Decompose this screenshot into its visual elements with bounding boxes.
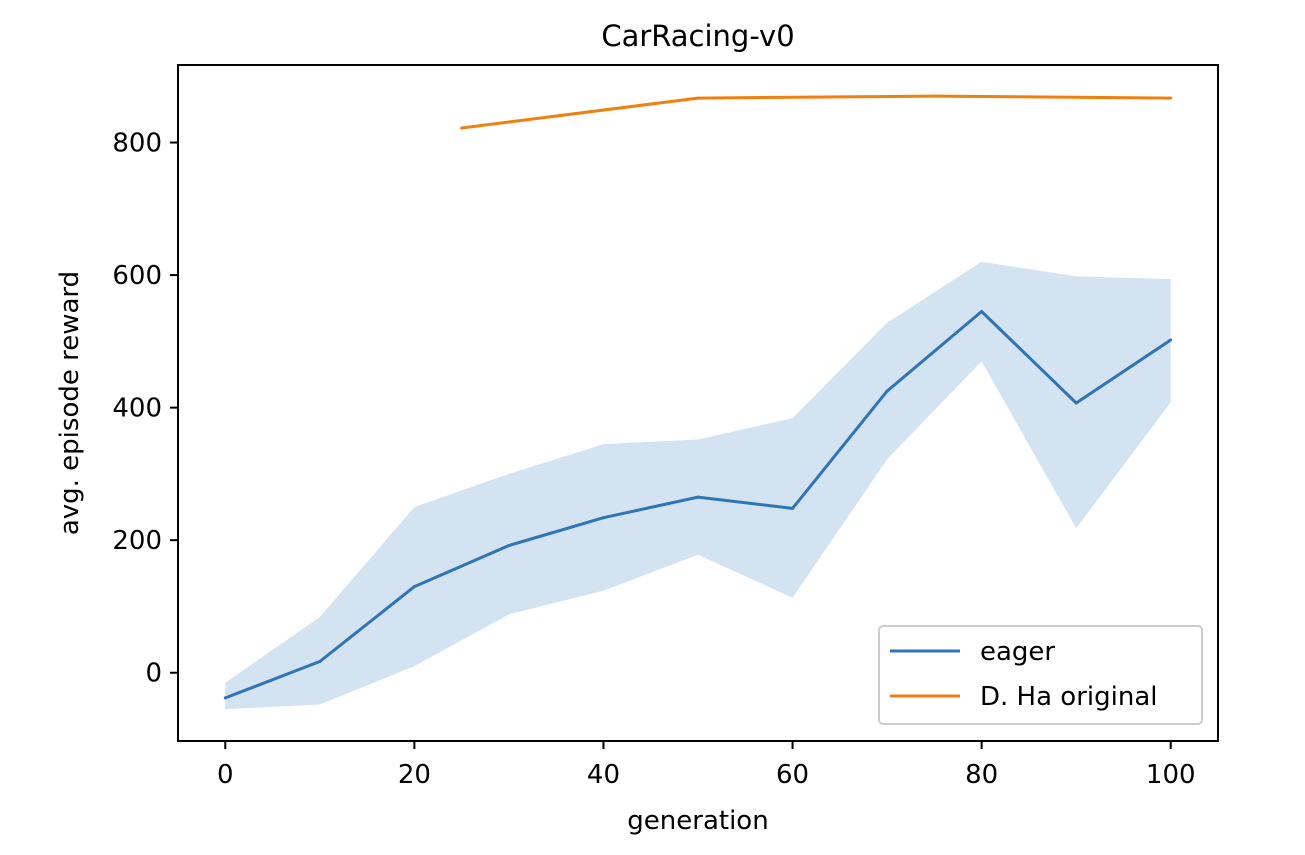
x-tick-label: 80: [965, 760, 998, 790]
chart-title: CarRacing-v0: [601, 19, 794, 53]
data-point-0-3: [507, 544, 511, 547]
data-point-0-2: [412, 585, 416, 589]
data-point-0-7: [885, 389, 889, 393]
series-line-1: [461, 94, 1171, 130]
y-tick-label: 400: [112, 394, 162, 424]
y-tick-label: 200: [112, 526, 162, 556]
data-point-0-4: [602, 516, 605, 520]
legend-label-d-ha-original: D. Ha original: [980, 682, 1157, 712]
x-tick-label: 20: [398, 760, 431, 790]
y-tick-label: 0: [145, 659, 162, 689]
data-point-0-1: [318, 660, 322, 663]
x-tick-label: 40: [587, 760, 620, 790]
legend: eager D. Ha original: [878, 625, 1203, 725]
y-axis-label: avg. episode reward: [55, 271, 85, 535]
data-point-1-0: [460, 126, 464, 130]
data-point-0-8: [980, 310, 984, 313]
data-point-1-3: [1169, 96, 1173, 100]
data-point-0-10: [1169, 338, 1173, 342]
data-point-0-6: [791, 506, 794, 510]
x-tick-label: 0: [217, 760, 234, 790]
plot-frame: [177, 64, 1219, 742]
x-axis: 0 20 40 60 80 100: [217, 741, 1196, 790]
x-tick-label: 100: [1146, 760, 1196, 790]
y-tick-label: 600: [112, 261, 162, 291]
data-point-0-5: [696, 495, 700, 499]
y-axis: 0 200 400 600 800: [112, 129, 178, 689]
legend-label-eager: eager: [980, 637, 1055, 667]
data-point-1-2: [932, 94, 936, 98]
x-axis-label: generation: [627, 806, 768, 836]
data-point-1-1: [696, 96, 700, 100]
data-point-0-9: [1074, 401, 1078, 405]
plot-area: [223, 94, 1173, 710]
y-tick-label: 800: [112, 129, 162, 159]
data-point-0-0: [223, 696, 227, 700]
series-band-0: [225, 261, 1171, 710]
x-tick-label: 60: [776, 760, 809, 790]
